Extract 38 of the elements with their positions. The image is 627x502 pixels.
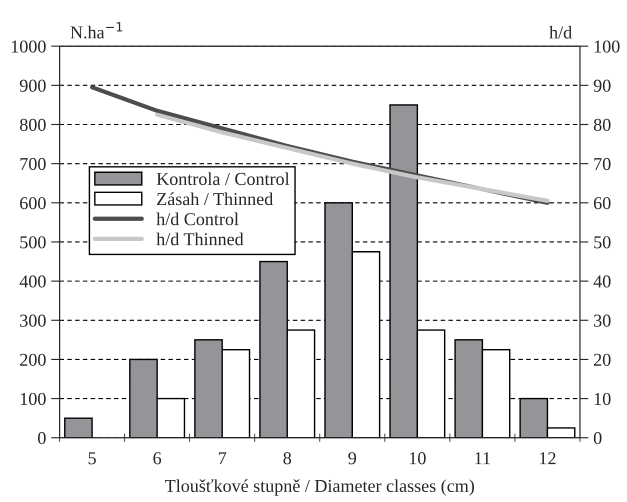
y2-tick-label: 90 — [594, 80, 611, 92]
y2-tick-label: 20 — [594, 354, 611, 366]
x-tick-label: 7 — [218, 452, 226, 464]
legend-label: h/d Thinned — [156, 232, 244, 246]
y2-tick-label: 10 — [594, 392, 611, 406]
bar — [64, 417, 93, 438]
x-tick-label: 5 — [88, 452, 96, 464]
y2-tick-label: 0 — [594, 432, 602, 444]
y2-axis-title: h/d — [549, 26, 572, 39]
y2-tick-label: 70 — [594, 158, 611, 170]
legend-label: Zásah / Thinned — [157, 192, 274, 206]
x-tick-label: 9 — [348, 452, 356, 464]
y-tick-label: 500 — [20, 236, 46, 248]
y-tick-label: 1000 — [12, 40, 46, 53]
y-tick-label: 200 — [20, 354, 46, 366]
x-axis-title: Tloušťkové stupně / Diameter classes (cm) — [165, 479, 474, 496]
y-tick-label: 600 — [20, 197, 46, 210]
y-tick-label: 800 — [20, 118, 46, 131]
y-tick-label: 400 — [20, 275, 46, 288]
x-tick-label: 12 — [540, 452, 556, 464]
x-tick-label: 10 — [410, 452, 426, 464]
y-tick-label: 0 — [38, 432, 46, 444]
y2-tick-label: 30 — [594, 314, 611, 327]
x-tick-label: 8 — [283, 452, 292, 464]
y2-tick-label: 100 — [594, 40, 620, 53]
legend-label: h/d Control — [156, 212, 239, 226]
x-tick-label: 6 — [153, 452, 162, 464]
legend-label: Kontrola / Control — [156, 172, 290, 186]
y-axis-title: N.ha$^{−1}$ — [70, 22, 122, 39]
y2-tick-label: 40 — [594, 275, 611, 288]
y-tick-label: 700 — [20, 158, 46, 170]
y2-tick-label: 60 — [594, 197, 611, 210]
y-tick-label: 300 — [20, 314, 46, 327]
y-tick-label: 100 — [20, 392, 46, 406]
y2-tick-label: 80 — [594, 118, 611, 131]
y-tick-label: 900 — [20, 80, 46, 92]
x-tick-label: 11 — [475, 452, 490, 464]
y2-tick-label: 50 — [594, 236, 611, 248]
